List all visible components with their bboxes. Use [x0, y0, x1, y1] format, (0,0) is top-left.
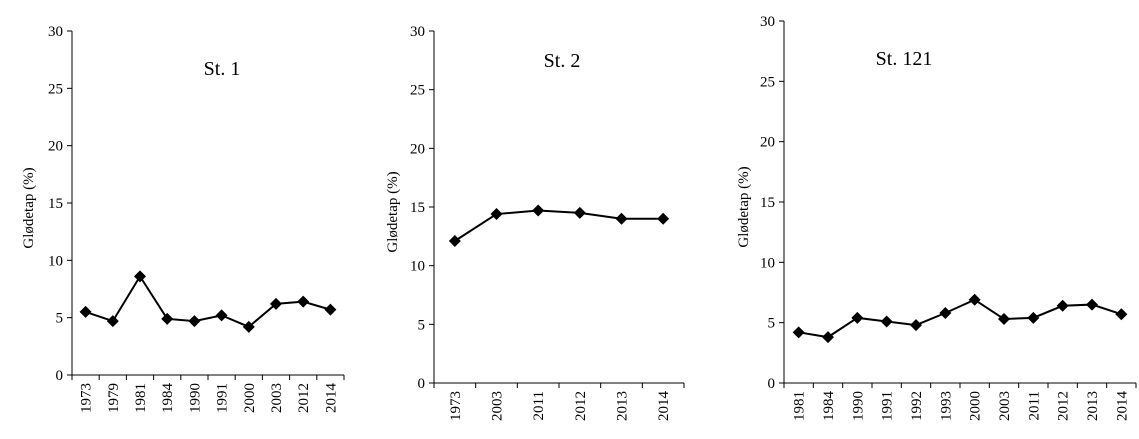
- y-tick-label: 0: [768, 376, 776, 392]
- data-point-marker: [910, 319, 922, 332]
- y-tick-label: 10: [760, 255, 775, 271]
- x-tick-label: 1992: [909, 391, 925, 421]
- x-tick-label: 2012: [573, 391, 589, 421]
- data-point-marker: [998, 313, 1010, 326]
- x-tick-label: 2011: [531, 391, 547, 420]
- y-axis-label: Glødetap (%): [736, 166, 752, 247]
- data-point-marker: [939, 307, 952, 320]
- data-point-marker: [188, 315, 201, 328]
- data-point-marker: [792, 326, 805, 339]
- y-tick-label: 15: [760, 195, 775, 211]
- y-tick-label: 15: [48, 196, 63, 212]
- x-tick-label: 1993: [938, 391, 954, 421]
- x-tick-label: 1981: [133, 383, 149, 413]
- y-tick-label: 20: [760, 135, 775, 151]
- y-tick-label: 0: [418, 376, 426, 392]
- y-axis-label: Glødetap (%): [21, 167, 37, 248]
- data-point-marker: [851, 311, 864, 324]
- data-point-marker: [822, 331, 834, 344]
- y-tick-label: 10: [410, 259, 425, 275]
- x-tick-label: 2013: [1085, 391, 1101, 421]
- series-line: [798, 298, 1122, 339]
- x-tick-label: 2012: [296, 383, 312, 413]
- series-line: [85, 274, 331, 328]
- y-tick-label: 20: [410, 141, 425, 157]
- chart-title: St. 121: [876, 48, 933, 70]
- data-point-marker: [161, 312, 174, 325]
- data-point-marker: [880, 315, 893, 328]
- x-tick-label: 2003: [997, 391, 1013, 421]
- y-tick-label: 10: [48, 253, 63, 269]
- y-tick-label: 15: [410, 200, 425, 216]
- x-tick-label: 1984: [160, 383, 176, 414]
- x-tick-label: 2003: [490, 391, 506, 421]
- x-tick-label: 1990: [187, 383, 203, 413]
- x-tick-label: 2014: [323, 383, 339, 414]
- series-line: [454, 209, 664, 242]
- y-tick-label: 25: [760, 74, 775, 90]
- data-point-marker: [106, 315, 119, 328]
- data-point-marker: [657, 212, 670, 225]
- data-point-marker: [297, 295, 310, 308]
- y-tick-label: 0: [56, 368, 64, 384]
- data-point-marker: [1115, 308, 1128, 321]
- x-tick-label: 2014: [656, 391, 672, 422]
- data-point-marker: [1056, 299, 1069, 312]
- x-tick-label: 1991: [215, 383, 231, 413]
- x-tick-label: 1979: [106, 383, 122, 413]
- data-point-marker: [242, 320, 255, 333]
- x-tick-label: 2014: [1114, 391, 1130, 422]
- x-tick-label: 1981: [792, 391, 808, 421]
- chart-panel-1: 0 5 10 15 20 25 30 1973 1979 1981 1984 1990 1991 2000…: [21, 24, 345, 414]
- data-point-marker: [968, 293, 981, 306]
- y-tick-label: 30: [410, 24, 425, 40]
- chart-title: St. 1: [204, 58, 241, 80]
- y-tick-label: 30: [760, 14, 775, 30]
- data-point-marker: [215, 309, 228, 322]
- data-point-marker: [270, 297, 282, 310]
- x-tick-label: 1991: [880, 391, 896, 421]
- x-tick-label: 2012: [1056, 391, 1072, 421]
- data-point-marker: [448, 235, 461, 248]
- chart-panel-3: 0 5 10 15 20 25 30 1981 1984 1990 1991 1992 1993 2000…: [736, 14, 1137, 422]
- chart-panel-2: 0 5 10 15 20 25 30 1973 2003 2011 2012 2013 2014 Glød…: [385, 24, 685, 422]
- chart-title: St. 2: [544, 50, 581, 72]
- data-point-marker: [79, 305, 92, 318]
- y-tick-label: 20: [48, 139, 63, 155]
- data-point-marker: [134, 270, 146, 283]
- x-tick-label: 1973: [448, 391, 464, 421]
- data-point-marker: [532, 204, 545, 217]
- y-axis-label: Glødetap (%): [385, 171, 401, 252]
- x-tick-label: 2013: [615, 391, 631, 421]
- y-tick-label: 30: [48, 24, 63, 40]
- x-tick-label: 1973: [79, 383, 95, 413]
- data-point-marker: [324, 303, 337, 316]
- x-tick-label: 2000: [242, 383, 258, 413]
- y-tick-label: 5: [418, 317, 426, 333]
- x-tick-label: 2000: [968, 391, 984, 421]
- data-point-marker: [1086, 298, 1098, 311]
- data-point-marker: [573, 206, 586, 219]
- x-tick-label: 2011: [1026, 391, 1042, 420]
- x-tick-label: 1984: [821, 391, 837, 422]
- y-tick-label: 5: [768, 316, 776, 332]
- data-point-marker: [490, 208, 503, 221]
- x-tick-label: 1990: [850, 391, 866, 421]
- y-tick-label: 25: [410, 83, 425, 99]
- data-point-marker: [615, 212, 628, 225]
- x-tick-label: 2003: [269, 383, 285, 413]
- y-tick-label: 25: [48, 81, 63, 97]
- data-point-marker: [1027, 311, 1040, 324]
- y-tick-label: 5: [56, 311, 64, 327]
